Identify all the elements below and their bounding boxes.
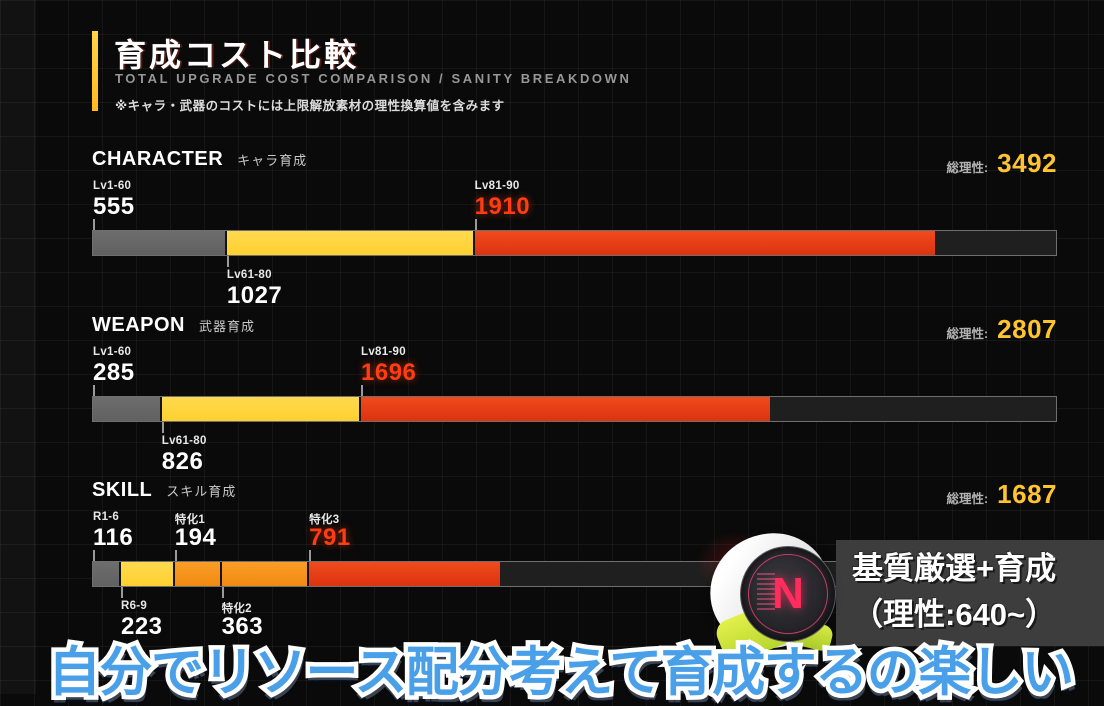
page-title: 育成コスト比較 — [114, 37, 360, 73]
bar-segment-Lv1-60 — [93, 231, 227, 255]
bar-segment-Lv1-60 — [93, 397, 162, 421]
total-value: 2807 — [997, 314, 1057, 344]
row-name-jp: 武器育成 — [199, 319, 256, 334]
segment-tick — [309, 550, 312, 561]
segment-value: 826 — [161, 448, 204, 475]
total-value: 1687 — [997, 479, 1057, 509]
row-name-en: CHARACTER — [92, 148, 224, 170]
segment-value: 1027 — [226, 282, 283, 309]
bar-segment-特化1 — [174, 562, 222, 586]
page-note: ※キャラ・武器のコストには上限解放素材の理性換算値を含みます — [115, 99, 505, 113]
title-accent-bar — [92, 31, 98, 111]
segment-label: Lv61-80 — [161, 435, 207, 447]
segment-label: R6-9 — [120, 600, 148, 612]
segment-label: 特化3 — [309, 514, 340, 526]
page-subtitle: TOTAL UPGRADE COST COMPARISON / SANITY B… — [115, 71, 632, 86]
segment-tick — [174, 550, 177, 561]
segment-label: Lv1-60 — [93, 346, 132, 358]
segment-value: 285 — [93, 359, 135, 386]
segment-label: Lv81-90 — [474, 180, 520, 192]
segment-value: 194 — [174, 524, 217, 551]
row-total: 総理性: 2807 — [946, 314, 1057, 345]
n-logo-glyph: N — [772, 569, 804, 618]
bar-segment-Lv81-90 — [474, 231, 936, 255]
badge-line-2: （理性:640~） — [852, 597, 1057, 632]
bar-track — [92, 396, 1057, 422]
segment-label: Lv81-90 — [361, 346, 406, 358]
chart-row-weapon: WEAPON 武器育成 総理性: 2807 Lv1-60 285 Lv61-80 826 Lv8… — [0, 306, 1104, 475]
row-name-jp: スキル育成 — [166, 484, 237, 499]
segment-value: 555 — [93, 193, 135, 220]
segment-value: 1696 — [361, 359, 417, 386]
total-label: 総理性: — [946, 161, 989, 175]
row-total: 総理性: 3492 — [946, 148, 1057, 179]
total-label: 総理性: — [946, 327, 989, 341]
bar-track — [92, 230, 1057, 256]
segment-tick — [93, 550, 95, 561]
bar-segment-特化3 — [309, 562, 500, 586]
icon-dark-screen: N — [740, 546, 836, 642]
segment-tick — [120, 587, 123, 598]
originium-device-icon: N — [678, 518, 852, 667]
segment-label: 特化2 — [221, 603, 252, 615]
bar-segment-Lv61-80 — [226, 231, 475, 255]
segment-tick — [161, 422, 164, 433]
segment-tick — [226, 256, 229, 267]
row-total: 総理性: 1687 — [946, 479, 1057, 510]
row-name-jp: キャラ育成 — [237, 153, 308, 168]
bar-segment-Lv81-90 — [361, 397, 771, 421]
segment-value: 363 — [221, 613, 264, 640]
bar-segment-特化2 — [221, 562, 310, 586]
row-header: SKILL スキル育成 — [92, 479, 236, 502]
bar-segment-Lv61-80 — [161, 397, 362, 421]
chart-row-character: CHARACTER キャラ育成 総理性: 3492 Lv1-60 555 Lv61-80 10… — [0, 140, 1104, 309]
total-label: 総理性: — [946, 492, 989, 506]
caption-text: 自分でリソース配分考えて育成するの楽しい — [48, 643, 1074, 702]
total-value: 3492 — [997, 148, 1057, 178]
segment-tick — [93, 219, 95, 230]
row-name-en: WEAPON — [92, 314, 185, 336]
segment-label: Lv61-80 — [226, 269, 272, 281]
segment-value: 1910 — [474, 193, 531, 220]
segment-tick — [361, 385, 364, 396]
segment-tick — [474, 219, 477, 230]
segment-tick — [93, 385, 95, 396]
segment-label: Lv1-60 — [93, 180, 132, 192]
segment-label: R1-6 — [93, 511, 120, 523]
row-header: WEAPON 武器育成 — [92, 314, 255, 337]
segment-label: 特化1 — [174, 514, 206, 526]
bar-segment-R6-9 — [120, 562, 175, 586]
segment-value: 223 — [120, 613, 163, 640]
row-name-en: SKILL — [92, 479, 153, 501]
cost-badge: 基質厳選+育成 （理性:640~） — [836, 540, 1104, 646]
segment-value: 791 — [309, 524, 351, 551]
segment-value: 116 — [93, 524, 134, 551]
row-header: CHARACTER キャラ育成 — [92, 148, 307, 171]
video-caption: 自分でリソース配分考えて育成するの楽しい 自分でリソース配分考えて育成するの楽し… — [44, 630, 1079, 706]
badge-line-1: 基質厳選+育成 — [852, 551, 1057, 586]
segment-tick — [221, 587, 224, 598]
bar-segment-R1-6 — [93, 562, 121, 586]
